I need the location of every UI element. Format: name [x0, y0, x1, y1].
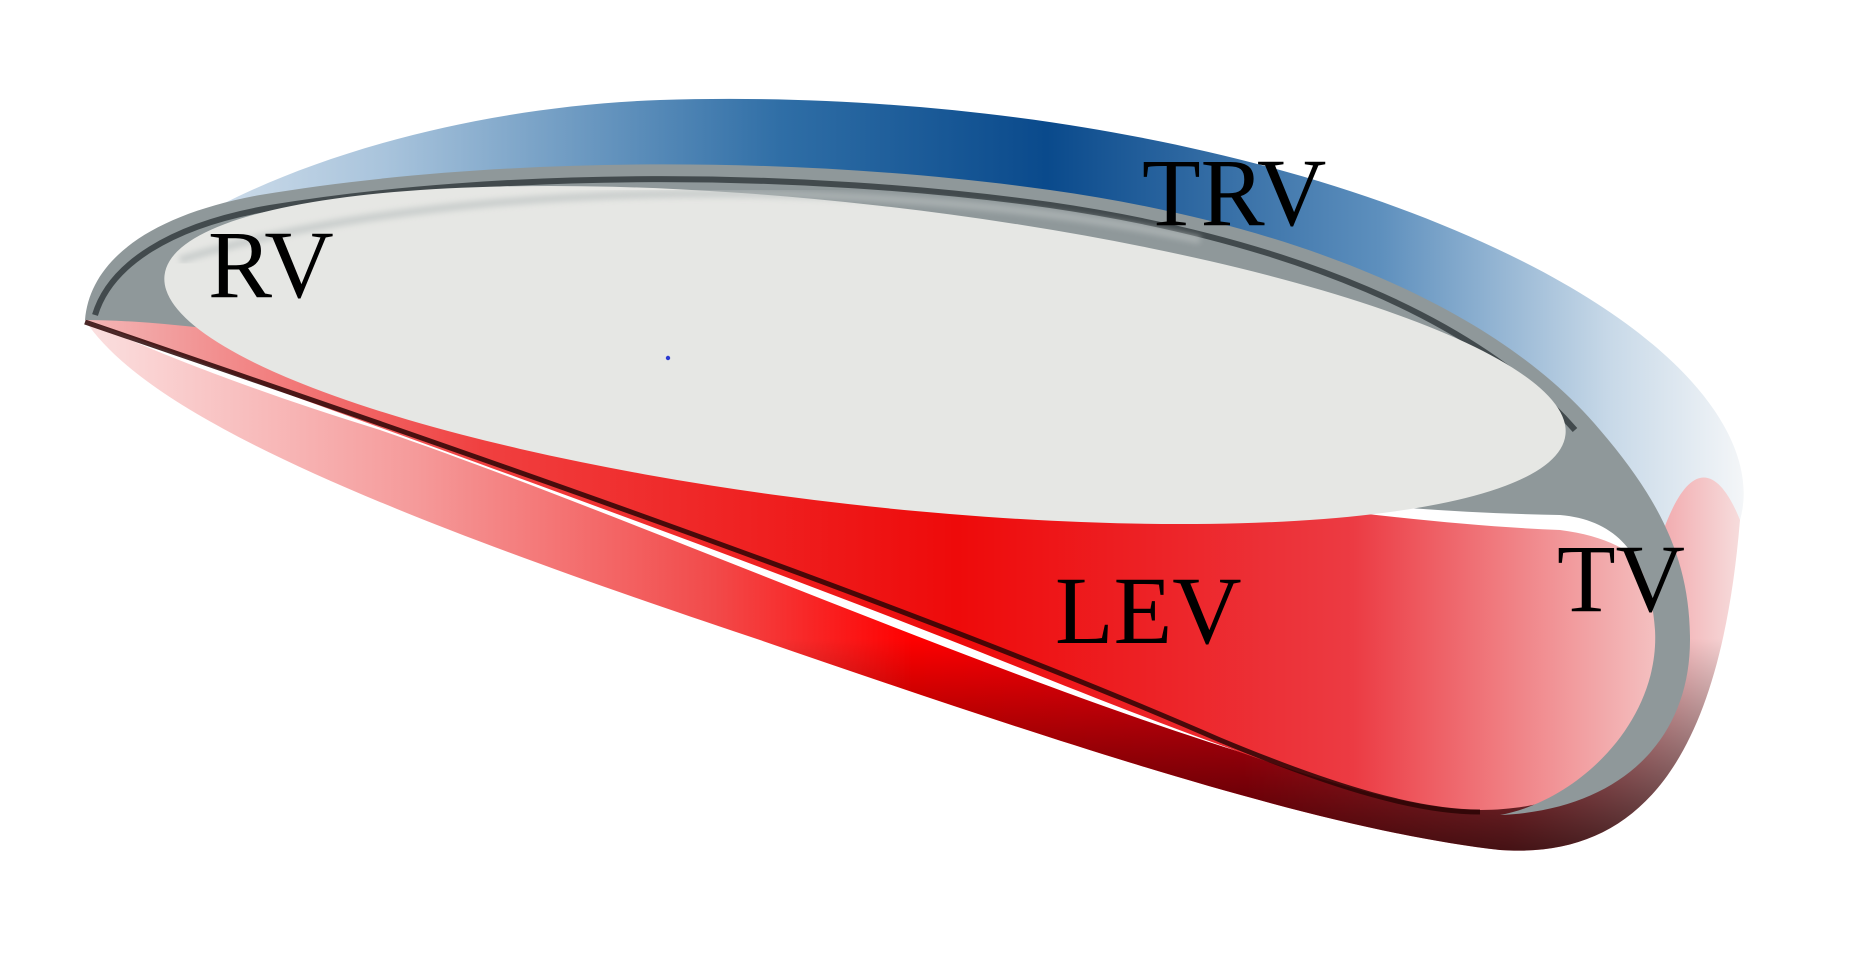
cavity-inner-shadow	[178, 189, 1201, 264]
label-lev: LEV	[1055, 557, 1242, 664]
center-dot	[665, 355, 671, 361]
crease-line	[84, 319, 1481, 815]
cavity	[164, 185, 1566, 525]
blue-band	[85, 98, 1744, 540]
label-tv: TV	[1557, 525, 1685, 632]
cavity-rim-highlight	[92, 176, 1578, 432]
label-rv: RV	[208, 211, 334, 318]
label-trv: TRV	[1142, 139, 1326, 246]
